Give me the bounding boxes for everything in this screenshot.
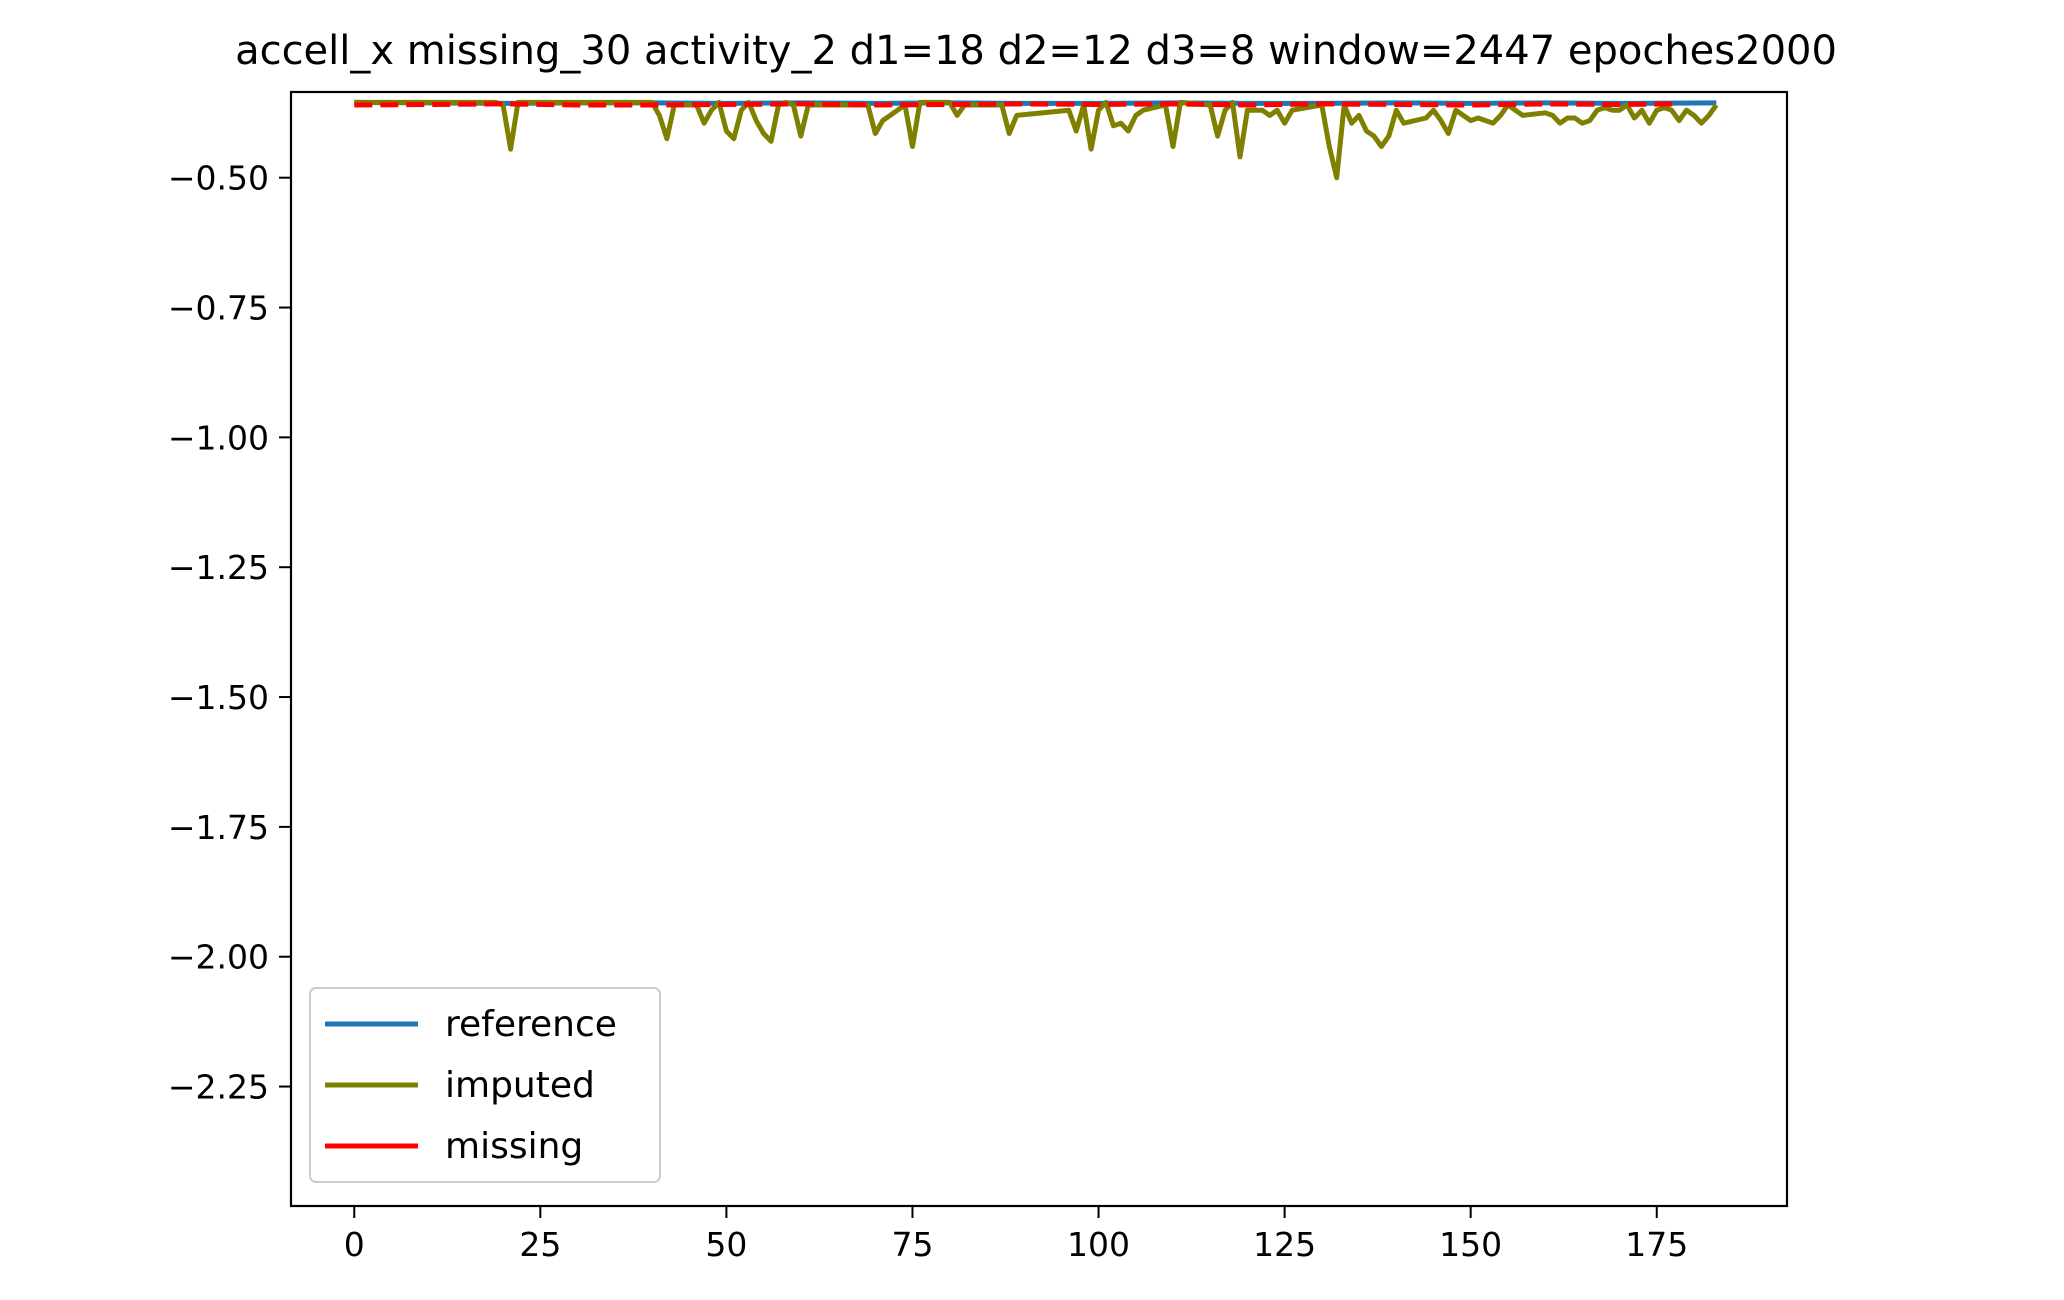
y-tick-label: −1.00 — [168, 418, 269, 457]
y-tick-label: −2.00 — [168, 938, 269, 977]
x-tick-label: 25 — [519, 1225, 561, 1264]
legend-box — [309, 987, 661, 1183]
legend-label-imputed: imputed — [445, 1065, 595, 1106]
plot-frame — [289, 90, 1789, 1208]
x-tick-label: 100 — [1067, 1225, 1130, 1264]
x-tick-label: 0 — [344, 1225, 365, 1264]
series-line-missing — [354, 101, 1680, 108]
legend-label-missing: missing — [445, 1126, 583, 1167]
y-tick-label: −1.25 — [168, 548, 269, 587]
x-tick-label: 175 — [1625, 1225, 1688, 1264]
y-tick-label: −1.50 — [168, 678, 269, 717]
y-tick-label: −2.25 — [168, 1068, 269, 1107]
y-tick-label: −0.50 — [168, 159, 269, 198]
axis-layer: 0 25 50 75 100 125 150 175 −0.50 −0.75 −1.00 −1.25 −… — [168, 159, 1688, 1264]
legend: reference imputed missing — [309, 987, 661, 1183]
legend-label-reference: reference — [445, 1004, 617, 1045]
series-line-imputed — [354, 99, 1719, 181]
x-tick-label: 125 — [1253, 1225, 1316, 1264]
chart-title: accell_x missing_30 activity_2 d1=18 d2=… — [235, 28, 1837, 74]
y-tick-label: −1.75 — [168, 808, 269, 847]
x-tick-label: 75 — [891, 1225, 933, 1264]
x-tick-label: 150 — [1439, 1225, 1502, 1264]
x-tick-label: 50 — [705, 1225, 747, 1264]
series-layer — [354, 99, 1719, 181]
y-tick-label: −0.75 — [168, 289, 269, 328]
